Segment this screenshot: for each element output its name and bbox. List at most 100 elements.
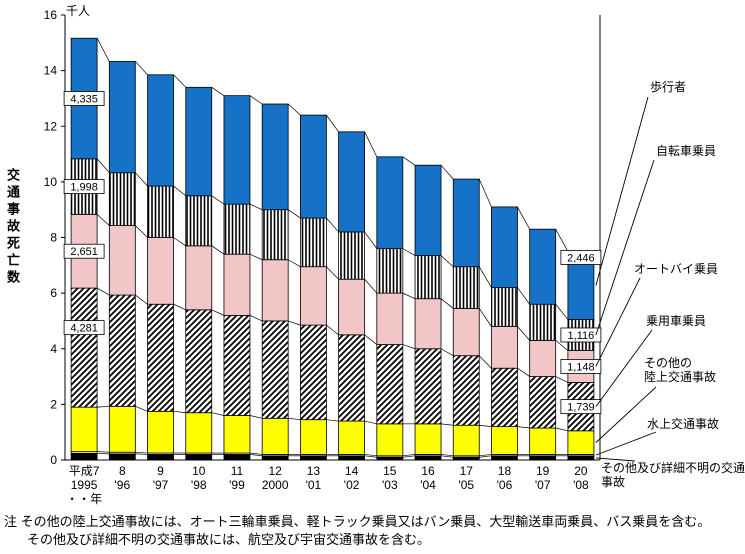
connector-line-other_land — [555, 427, 568, 432]
legend-label-water: 水上交通事故 — [647, 417, 720, 431]
bar-segment-other_land-4 — [223, 415, 251, 454]
bar-segment-other_land-7 — [338, 420, 366, 455]
legend-leader-line-pedestrian — [595, 96, 649, 286]
connector-line-bicycle — [96, 158, 110, 173]
y-tick-label: 12 — [44, 119, 58, 133]
connector-line-water — [135, 451, 148, 454]
bar-segment-car-10 — [452, 355, 480, 426]
connector-line-bicycle — [364, 231, 378, 249]
x-axis-label-9: 16 '04 — [420, 464, 436, 492]
connector-line-motorcycle — [326, 266, 339, 280]
bar-segment-bicycle-2 — [147, 185, 174, 238]
bar-segment-unknown_other-13 — [567, 455, 595, 461]
connector-line-pedestrian — [517, 206, 530, 230]
value-label-box-car-13 — [560, 399, 602, 415]
connector-line-bicycle — [326, 217, 339, 233]
bar-segment-bicycle-8 — [376, 248, 404, 294]
bar-segment-motorcycle-10 — [452, 308, 480, 357]
bar-segment-unknown_other-12 — [529, 455, 557, 461]
connector-line-unknown_other — [97, 452, 110, 455]
legend-leader-line-motorcycle — [595, 277, 641, 367]
bar-segment-motorcycle-12 — [529, 340, 557, 377]
y-tick-label: 6 — [50, 286, 57, 300]
connector-line-car — [478, 355, 492, 369]
bar-segment-bicycle-10 — [452, 266, 480, 309]
bar-segment-pedestrian-1 — [108, 61, 136, 174]
connector-line-pedestrian — [135, 61, 148, 76]
bar-segment-motorcycle-11 — [491, 326, 518, 369]
connector-line-other_land — [97, 405, 110, 408]
bar-segment-car-2 — [147, 303, 174, 412]
connector-line-other_land — [249, 415, 263, 419]
bar-segment-car-4 — [223, 314, 251, 416]
x-axis-label-12: 19 '07 — [534, 464, 551, 492]
value-label-bicycle-0: 1,998 — [70, 182, 98, 194]
connector-line-car — [402, 344, 416, 350]
value-label-bicycle-13: 1,116 — [568, 330, 595, 342]
y-tick-label: 8 — [50, 231, 57, 245]
connector-line-motorcycle — [96, 214, 110, 226]
value-label-box-pedestrian-13 — [560, 250, 602, 265]
bar-segment-motorcycle-8 — [376, 292, 404, 345]
connector-line-other_land — [517, 426, 530, 429]
bar-segment-other_land-0 — [70, 406, 98, 453]
connector-line-motorcycle — [517, 326, 530, 341]
x-axis-label-6: 13 '01 — [305, 464, 322, 492]
bar-segment-motorcycle-7 — [338, 278, 366, 336]
connector-line-other_land — [364, 420, 377, 425]
connector-line-pedestrian — [364, 131, 378, 157]
bar-segment-motorcycle-9 — [414, 298, 442, 350]
connector-line-pedestrian — [402, 156, 416, 166]
bar-segment-unknown_other-3 — [185, 454, 213, 461]
bar-segment-car-5 — [261, 320, 289, 419]
connector-line-bicycle — [135, 172, 148, 187]
connector-line-bicycle — [440, 255, 454, 267]
bar-segment-unknown_other-11 — [491, 455, 518, 461]
connector-line-motorcycle — [211, 245, 225, 255]
connector-line-other_land — [173, 410, 186, 414]
note-line-1: 注 その他の陸上交通事故には、オート三輪車乗員、軽トラック乗員又はバン乗員、大型… — [4, 514, 711, 529]
bar-segment-unknown_other-9 — [414, 455, 442, 461]
connector-line-other_land — [440, 423, 454, 426]
bar-segment-unknown_other-1 — [108, 453, 136, 461]
bar-segment-motorcycle-5 — [261, 259, 289, 322]
y-tick-label: 4 — [50, 342, 57, 356]
connector-line-water — [97, 451, 110, 453]
connector-line-water — [402, 454, 416, 457]
connector-line-bicycle — [173, 185, 186, 197]
bar-segment-car-8 — [376, 344, 404, 425]
legend-label-unknown-other: その他及び詳細不明の交通事故 — [601, 461, 745, 489]
bar-segment-other_land-10 — [452, 424, 480, 457]
value-label-motorcycle-0: 2,651 — [70, 246, 98, 258]
legend-leader-line-water — [595, 431, 657, 456]
legend-leader-line-other_land — [595, 386, 657, 443]
connector-line-bicycle — [402, 248, 416, 256]
bar-segment-motorcycle-2 — [147, 237, 174, 305]
legend-label-other-land: その他の 陸上交通事故 — [644, 356, 717, 384]
connector-line-bicycle — [478, 266, 492, 288]
bar-segment-motorcycle-3 — [185, 245, 213, 311]
connector-line-car — [173, 303, 186, 311]
bar-segment-other_land-1 — [108, 405, 136, 453]
bar-segment-bicycle-3 — [185, 195, 213, 247]
x-axis-label-13: 20 '08 — [573, 464, 589, 492]
bar-segment-unknown_other-8 — [376, 456, 404, 461]
bar-segment-pedestrian-4 — [223, 95, 251, 205]
bar-segment-bicycle-12 — [529, 303, 557, 341]
bar-segment-unknown_other-6 — [299, 455, 327, 461]
bar-segment-unknown_other-2 — [147, 454, 174, 461]
bar-segment-car-11 — [491, 367, 518, 428]
value-label-box-bicycle-0 — [63, 179, 105, 194]
connector-line-pedestrian — [555, 228, 569, 252]
x-axis-label-0: 平成7 1995 ・・年 — [66, 464, 103, 506]
connector-line-pedestrian — [249, 95, 263, 105]
connector-line-other_land — [135, 405, 148, 412]
bar-segment-bicycle-6 — [299, 217, 327, 268]
bar-segment-pedestrian-5 — [261, 103, 289, 211]
value-label-box-motorcycle-0 — [63, 243, 105, 259]
connector-line-unknown_other — [402, 455, 416, 458]
value-label-box-motorcycle-13 — [560, 359, 602, 374]
connector-line-motorcycle — [135, 225, 148, 238]
connector-line-pedestrian — [440, 164, 454, 180]
